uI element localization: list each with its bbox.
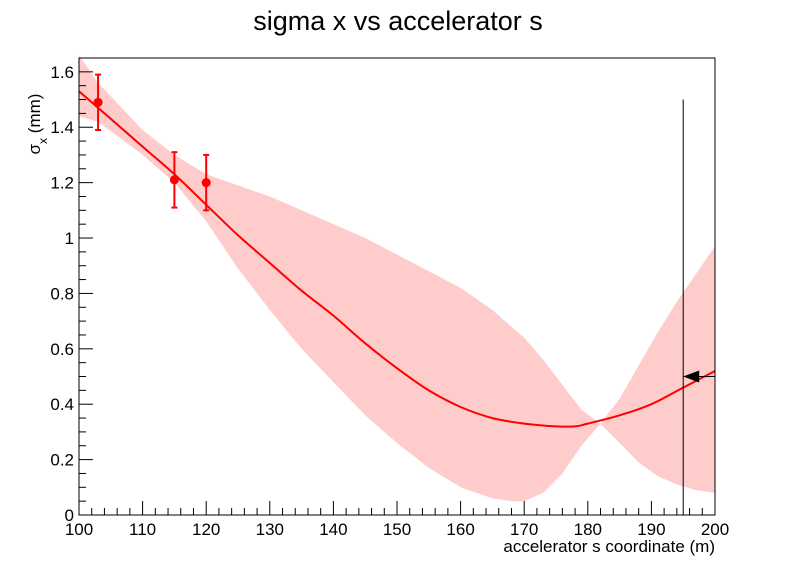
x-tick-label: 130 (256, 520, 284, 539)
data-point (93, 73, 103, 132)
x-axis: 100 110 120 130 140 150 160 170 180 190 200 (65, 501, 729, 539)
y-tick-label: 0.2 (50, 451, 74, 470)
x-tick-label: 100 (65, 520, 93, 539)
x-tick-label: 170 (510, 520, 538, 539)
point-marker (201, 178, 211, 188)
x-tick-label: 160 (446, 520, 474, 539)
x-tick-label: 180 (574, 520, 602, 539)
y-tick-label: 0.4 (50, 395, 74, 414)
point-marker (169, 175, 179, 185)
data-point (169, 151, 179, 209)
y-tick-label: 1.2 (50, 174, 74, 193)
band-area (79, 55, 715, 502)
x-axis-label: accelerator s coordinate (m) (503, 537, 715, 556)
y-tick-label: 1 (65, 229, 74, 248)
y-tick-label: 0.8 (50, 284, 74, 303)
y-axis: 0 0.2 0.4 0.6 0.8 1 1.2 1.4 1.6 (50, 57, 93, 525)
x-tick-label: 200 (701, 520, 729, 539)
fit-line (78, 90, 716, 428)
y-tick-label: 1.6 (50, 63, 74, 82)
x-tick-label: 140 (319, 520, 347, 539)
y-tick-label: 1.4 (50, 118, 74, 137)
chart-title: sigma x vs accelerator s (253, 6, 543, 36)
y-axis-label: σx (mm) (25, 94, 50, 155)
data-points (93, 73, 211, 212)
vertical-marker (682, 99, 715, 515)
confidence-band (79, 55, 715, 502)
x-tick-label: 150 (383, 520, 411, 539)
fit-curve (78, 90, 716, 428)
x-tick-label: 190 (637, 520, 665, 539)
y-tick-label: 0 (65, 506, 74, 525)
x-tick-label: 110 (129, 520, 156, 539)
x-tick-label: 120 (192, 520, 220, 539)
arrow-head (683, 370, 700, 383)
data-point (201, 153, 211, 212)
point-marker (93, 97, 103, 107)
y-tick-label: 0.6 (50, 340, 74, 359)
